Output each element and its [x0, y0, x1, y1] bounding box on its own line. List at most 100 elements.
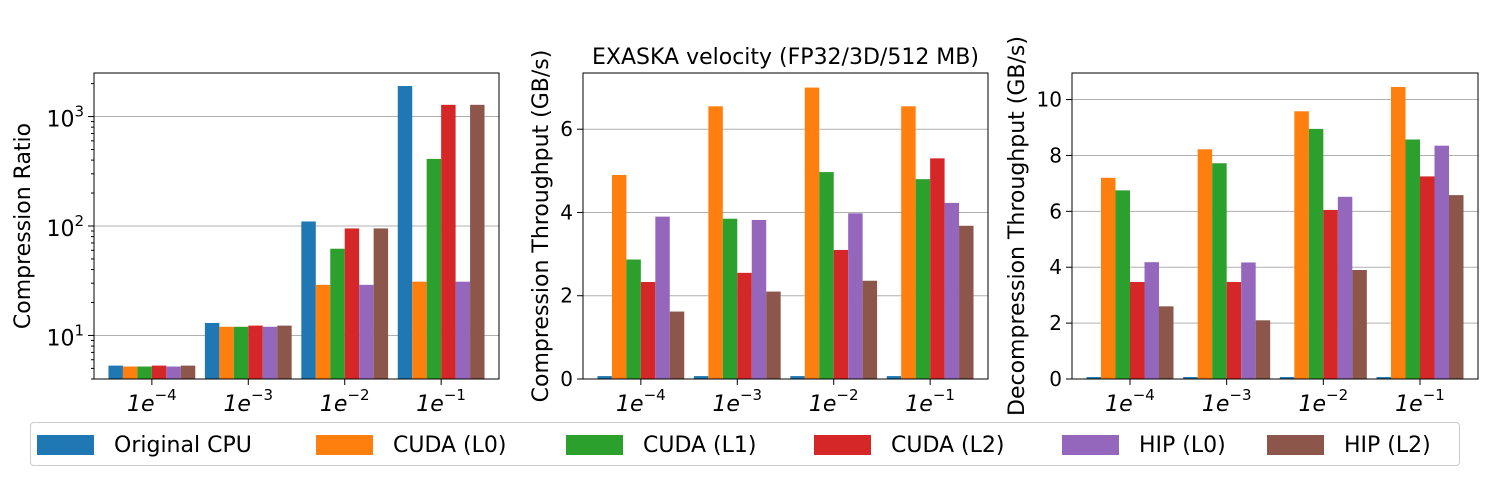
- bar-cuda-l2-4: [441, 104, 456, 379]
- bar-cuda-l2-4: [1420, 176, 1435, 379]
- x-tick-label: 1e−2: [809, 386, 859, 417]
- bar-hip-l2-4: [470, 104, 485, 379]
- legend-swatch-original-cpu: [37, 435, 94, 455]
- bar-cuda-l2-2: [1226, 282, 1242, 379]
- legend-swatch-hip-l0: [1062, 435, 1119, 455]
- bar-hip-l2-1: [180, 365, 196, 379]
- subplot-1: 101 102 103 1e−4 1e−3 1e−2 1e−1 Compression Rat…: [11, 72, 500, 417]
- bar-hip-l2-1: [669, 311, 685, 379]
- bar-original-cpu-2: [693, 376, 709, 379]
- bar-cuda-l1-1: [137, 366, 152, 379]
- bar-hip-l2-3: [373, 228, 389, 379]
- bar-cuda-l0-3: [804, 87, 820, 379]
- y-tick-label: 103: [46, 103, 84, 133]
- bar-hip-l0-1: [166, 366, 181, 379]
- bar-hip-l0-2: [1241, 262, 1256, 379]
- y-tick-label: 102: [46, 212, 84, 242]
- y-axis-label: Compression Ratio: [11, 123, 36, 329]
- bar-cuda-l0-1: [122, 366, 138, 379]
- bar-hip-l0-2: [262, 326, 278, 379]
- bar-cuda-l1-1: [1115, 190, 1130, 379]
- legend-swatch-cuda-l2: [814, 435, 871, 455]
- bar-cuda-l1-2: [233, 326, 249, 379]
- y-tick-label: 10: [1037, 88, 1062, 112]
- bar-hip-l2-4: [959, 225, 974, 379]
- bar-original-cpu-3: [1279, 377, 1295, 379]
- y-tick-label: 2: [1049, 311, 1062, 335]
- x-tick-label: 1e−1: [1395, 386, 1445, 417]
- subplot-2: 0 2 4 6 1e−4 1e−3 1e−2 1e−1 Compression Throughp…: [529, 45, 989, 417]
- x-tick-label: 1e−2: [320, 386, 370, 417]
- bar-cuda-l1-4: [426, 158, 442, 379]
- legend-item-hip-l2: HIP (L2): [1267, 432, 1431, 458]
- bar-cuda-l2-1: [151, 365, 167, 379]
- bar-cuda-l1-1: [626, 259, 641, 379]
- y-tick-label: 0: [560, 367, 573, 391]
- bar-hip-l0-3: [848, 213, 863, 379]
- x-tick-label: 1e−4: [1105, 386, 1155, 417]
- y-axis-label: Compression Throughput (GB/s): [529, 50, 554, 403]
- bar-cuda-l2-4: [930, 158, 945, 379]
- y-tick-label: 0: [1049, 367, 1062, 391]
- y-tick-label: 4: [560, 200, 573, 224]
- bar-hip-l0-3: [1337, 196, 1353, 379]
- bar-hip-l2-2: [1255, 320, 1271, 379]
- x-tick-label: 1e−3: [1202, 386, 1252, 417]
- y-tick-label: 6: [560, 117, 573, 141]
- bar-cuda-l0-2: [1197, 149, 1213, 379]
- bar-hip-l0-4: [455, 281, 471, 379]
- legend-swatch-cuda-l1: [566, 435, 623, 455]
- bar-original-cpu-4: [397, 86, 413, 379]
- subplot-3: 0 2 4 6 8 10 1e−4 1e−3 1e−2 1e−1 Decompression Thr…: [1005, 36, 1479, 417]
- bar-hip-l0-2: [751, 219, 767, 379]
- bar-hip-l2-3: [1352, 270, 1367, 379]
- bar-cuda-l1-4: [1405, 139, 1420, 379]
- bar-cuda-l0-3: [315, 284, 331, 379]
- bar-cuda-l0-4: [412, 281, 427, 379]
- bar-cuda-l2-1: [640, 282, 656, 379]
- chart-title: EXASKA velocity (FP32/3D/512 MB): [592, 45, 979, 70]
- bar-cuda-l0-4: [901, 106, 916, 379]
- x-tick-label: 1e−4: [127, 386, 177, 417]
- x-tick-label: 1e−1: [416, 386, 466, 417]
- legend-swatch-hip-l2: [1267, 435, 1324, 455]
- bar-cuda-l1-3: [819, 172, 834, 379]
- bar-cuda-l2-2: [737, 272, 752, 379]
- bar-hip-l2-4: [1449, 195, 1464, 379]
- x-tick-label: 1e−3: [712, 386, 762, 417]
- y-axis-label: Decompression Throughput (GB/s): [1005, 36, 1030, 416]
- y-tick-label: 4: [1049, 255, 1062, 279]
- bar-original-cpu-3: [790, 376, 805, 379]
- bar-original-cpu-3: [301, 221, 316, 379]
- bar-hip-l0-4: [1434, 145, 1449, 379]
- y-tick-label: 8: [1049, 143, 1062, 167]
- x-tick-label: 1e−1: [905, 386, 955, 417]
- bar-hip-l0-1: [1144, 262, 1159, 379]
- bar-hip-l2-3: [862, 280, 878, 379]
- bar-original-cpu-1: [1086, 377, 1101, 379]
- bar-cuda-l2-1: [1130, 282, 1145, 379]
- bar-cuda-l2-3: [1323, 209, 1338, 379]
- bar-hip-l2-1: [1159, 306, 1174, 379]
- bar-cuda-l0-2: [219, 326, 234, 379]
- legend-item-cuda-l0: CUDA (L0): [316, 432, 506, 458]
- bar-original-cpu-4: [886, 376, 902, 379]
- axes-frame: [582, 72, 989, 380]
- bar-original-cpu-2: [1183, 377, 1198, 379]
- legend: Original CPU CUDA (L0) CUDA (L1) CUDA (L…: [30, 422, 1460, 466]
- bar-cuda-l0-1: [611, 175, 627, 379]
- legend-item-original-cpu: Original CPU: [37, 432, 252, 458]
- legend-label-cuda-l1: CUDA (L1): [643, 432, 757, 458]
- x-tick-label: 1e−2: [1298, 386, 1348, 417]
- axes-frame: [1071, 72, 1479, 380]
- bar-original-cpu-2: [204, 322, 220, 379]
- bar-cuda-l1-4: [915, 179, 931, 379]
- legend-item-hip-l0: HIP (L0): [1062, 432, 1226, 458]
- legend-label-hip-l0: HIP (L0): [1139, 432, 1226, 458]
- bar-original-cpu-1: [597, 376, 612, 379]
- legend-label-hip-l2: HIP (L2): [1344, 432, 1431, 458]
- bar-hip-l0-1: [655, 216, 670, 379]
- bar-cuda-l1-3: [330, 248, 345, 379]
- bar-cuda-l0-3: [1294, 111, 1309, 379]
